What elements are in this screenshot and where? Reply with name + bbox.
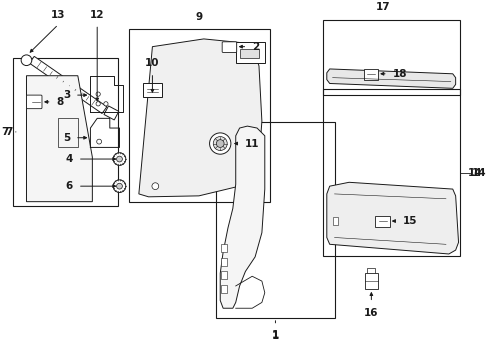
Text: 8: 8 [57, 97, 63, 107]
Circle shape [116, 183, 122, 189]
Circle shape [113, 153, 125, 165]
Text: 16: 16 [364, 308, 378, 318]
Polygon shape [220, 126, 264, 308]
Text: 12: 12 [90, 9, 104, 19]
Polygon shape [29, 57, 107, 113]
Bar [367, 267, 374, 273]
Polygon shape [26, 76, 92, 202]
FancyBboxPatch shape [363, 69, 377, 80]
Text: 1: 1 [271, 332, 279, 342]
Circle shape [96, 92, 100, 96]
FancyBboxPatch shape [142, 84, 162, 97]
Text: 3: 3 [62, 90, 70, 100]
Circle shape [209, 133, 230, 154]
Text: 4: 4 [65, 154, 73, 164]
FancyBboxPatch shape [26, 95, 42, 109]
Circle shape [96, 102, 100, 106]
FancyBboxPatch shape [222, 42, 236, 53]
Bar [221, 244, 226, 252]
Circle shape [103, 102, 108, 106]
Text: 7: 7 [1, 127, 9, 137]
Text: 14: 14 [471, 168, 486, 177]
Polygon shape [326, 182, 458, 254]
Bar [104, 106, 119, 120]
Text: 7: 7 [5, 127, 13, 137]
Bar [129, 29, 269, 202]
Circle shape [113, 180, 125, 193]
Bar [221, 285, 226, 293]
Bar [322, 89, 460, 256]
Text: 9: 9 [195, 13, 202, 22]
Bar [235, 42, 264, 63]
Polygon shape [326, 69, 455, 88]
Bar [13, 58, 117, 206]
Bar [216, 122, 334, 318]
Circle shape [152, 183, 159, 190]
FancyBboxPatch shape [374, 216, 389, 227]
Text: 5: 5 [62, 133, 70, 143]
Text: 14: 14 [468, 168, 482, 177]
Text: 18: 18 [392, 69, 407, 79]
Circle shape [97, 139, 102, 144]
Circle shape [213, 136, 227, 150]
Bar [221, 258, 226, 266]
Bar [322, 19, 460, 95]
Bar [59, 118, 78, 147]
Text: 10: 10 [145, 58, 160, 68]
Text: 13: 13 [51, 9, 65, 19]
Polygon shape [139, 39, 262, 197]
Text: 6: 6 [65, 181, 73, 191]
Circle shape [116, 156, 122, 162]
Text: 2: 2 [252, 42, 259, 52]
Bar [364, 273, 377, 289]
Bar [221, 271, 226, 279]
Text: 1: 1 [271, 329, 279, 339]
Text: 15: 15 [402, 216, 416, 226]
Bar [332, 217, 338, 225]
Text: 11: 11 [244, 139, 259, 149]
Circle shape [21, 55, 32, 66]
Bar [239, 49, 259, 58]
Circle shape [216, 140, 224, 147]
Text: 17: 17 [375, 2, 389, 12]
